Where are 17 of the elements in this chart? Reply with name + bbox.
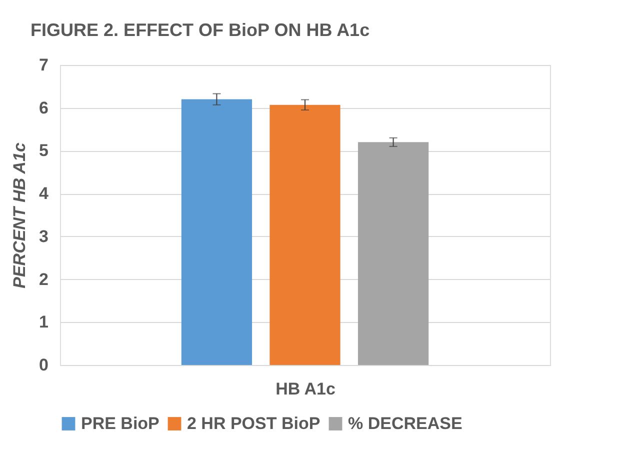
y-tick-label: 0 (39, 356, 48, 374)
legend-label: % DECREASE (348, 414, 462, 433)
y-tick-label: 4 (39, 184, 50, 204)
y-tick-label: 3 (39, 226, 48, 246)
legend-label: 2 HR POST BioP (187, 414, 320, 433)
bar (181, 99, 252, 365)
y-tick-label: 6 (39, 98, 48, 118)
y-tick-label: 2 (39, 270, 48, 289)
chart-title: FIGURE 2. EFFECT OF BioP ON HB A1c (30, 20, 370, 40)
bar (358, 142, 429, 365)
y-tick-label: 1 (39, 312, 48, 332)
y-tick-label: 5 (39, 141, 48, 160)
y-axis-title: PERCENT HB A1c (10, 142, 30, 288)
x-axis-title: HB A1c (276, 380, 336, 398)
y-tick-label: 7 (39, 56, 48, 74)
bar (270, 104, 340, 365)
legend-label: PRE BioP (81, 414, 160, 433)
